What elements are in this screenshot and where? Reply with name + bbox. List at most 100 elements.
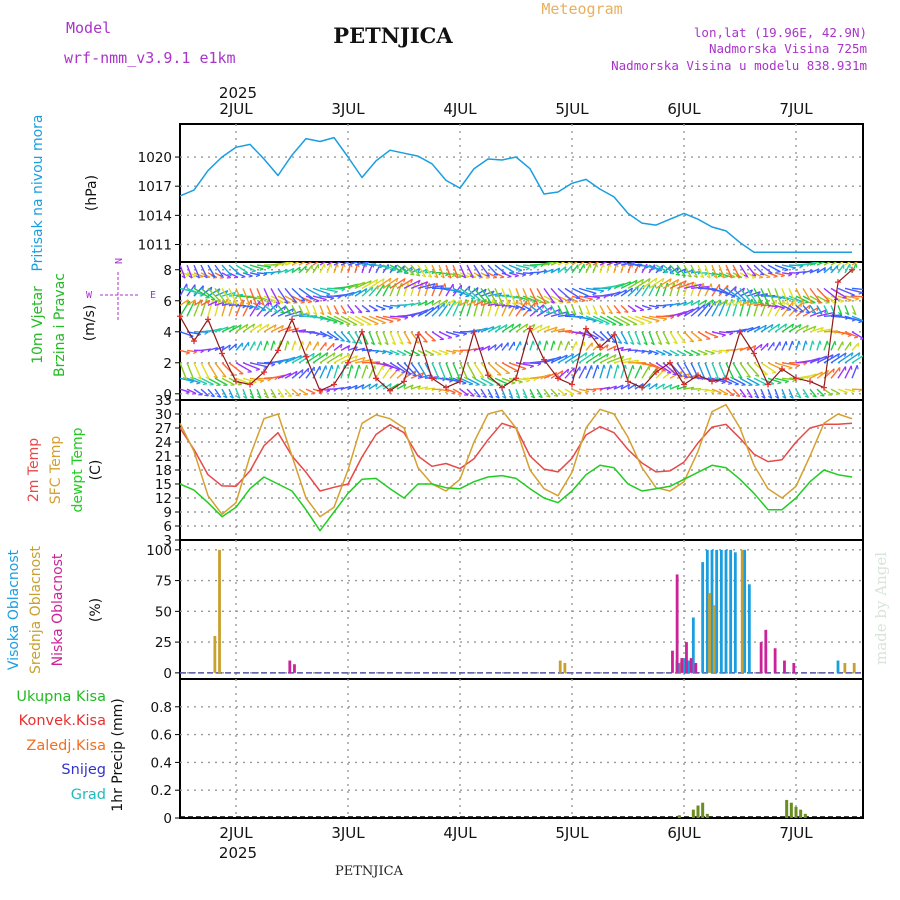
wind-arrow xyxy=(781,295,796,302)
wind-arrow-head xyxy=(233,301,238,305)
wind-arrow xyxy=(767,288,776,306)
wind-arrow-head xyxy=(855,257,856,261)
wind-arrow xyxy=(613,384,624,390)
wind-arrow xyxy=(228,388,234,399)
wind-arrow-head xyxy=(463,333,468,336)
wind-arrow xyxy=(683,264,692,278)
wind-arrow-head xyxy=(710,390,715,394)
wind-arrow xyxy=(781,377,796,381)
wind-arrow xyxy=(396,282,403,297)
wind-arrow xyxy=(669,264,681,276)
wind-arrow-head xyxy=(443,303,446,308)
wind-arrow xyxy=(319,295,334,299)
wind-arrow-head xyxy=(673,341,678,345)
wind-arrow-head xyxy=(350,311,355,314)
wind-arrow xyxy=(816,266,826,274)
wind-arrow xyxy=(424,270,435,274)
wind-arrow-head xyxy=(858,320,863,324)
wind-arrow xyxy=(221,325,235,333)
wind-arrow xyxy=(466,298,474,317)
wind-arrow-head xyxy=(526,379,531,383)
wind-arrow-head xyxy=(566,369,570,374)
cloud-bar xyxy=(675,574,679,673)
wind-arrow xyxy=(550,340,555,351)
wind-arrow xyxy=(473,288,487,297)
wind-arrow xyxy=(214,377,228,386)
wind-arrow xyxy=(718,331,734,334)
wind-arrow xyxy=(333,262,341,266)
wind-arrow xyxy=(585,262,592,266)
wind-arrow-head xyxy=(263,273,268,277)
wind-arrow-head xyxy=(358,341,363,345)
wind-arrow-head xyxy=(444,390,450,394)
wind-arrow xyxy=(354,280,372,289)
wind-arrow-head xyxy=(596,297,601,301)
wind-arrow-head xyxy=(485,274,490,277)
wind-arrow xyxy=(795,340,800,351)
wind-arrow-head xyxy=(754,395,759,399)
wind-arrow xyxy=(746,287,758,304)
wind-arrow-head xyxy=(598,352,602,357)
wind-arrow xyxy=(753,288,764,305)
top-day-label: 2JUL xyxy=(219,100,253,118)
wind-arrow xyxy=(368,315,387,324)
wind-arrow xyxy=(739,298,746,317)
temp-unit: (C) xyxy=(88,460,104,481)
wind-arrow xyxy=(585,342,593,351)
wind-arrow xyxy=(543,304,551,314)
wind-arrow xyxy=(683,306,700,317)
wind-arrow xyxy=(851,354,863,364)
wind-arrow xyxy=(438,362,447,380)
wind-unit: (m/s) xyxy=(82,305,98,342)
wind-arrow xyxy=(214,362,227,378)
wind-arrow-head xyxy=(607,287,612,292)
cloud-bar xyxy=(715,549,719,673)
wind-speed-point xyxy=(359,328,365,335)
wind-arrow xyxy=(459,299,469,307)
wind-arrow xyxy=(837,262,844,266)
wind-speed-point xyxy=(835,279,841,286)
y-tick-label: 2 xyxy=(163,356,172,372)
wind-arrow xyxy=(641,315,660,322)
wind-arrow xyxy=(417,282,436,290)
wind-arrow-head xyxy=(463,376,468,380)
wind-arrow xyxy=(438,349,449,355)
wind-arrow xyxy=(802,287,813,305)
wind-arrow-head xyxy=(438,299,442,305)
wind-speed-point xyxy=(527,325,533,332)
wind-arrow xyxy=(781,288,790,306)
wind-arrow-head xyxy=(589,257,590,261)
wind-arrow-head xyxy=(577,392,582,395)
wind-arrow xyxy=(438,264,445,279)
wind-arrow xyxy=(235,264,249,274)
wind-arrow xyxy=(585,352,602,364)
wind-arrow xyxy=(781,272,792,276)
wind-arrow xyxy=(235,362,252,373)
wind-arrow-head xyxy=(459,299,462,304)
wind-arrow-head xyxy=(469,275,474,279)
wind-arrow xyxy=(180,377,194,383)
wind-arrow-head xyxy=(743,274,748,278)
wind-arrow-head xyxy=(647,321,653,325)
wind-speed-point xyxy=(415,331,421,338)
wind-arrow-head xyxy=(298,266,301,272)
wind-arrow-head xyxy=(432,283,436,288)
wind-arrow-head xyxy=(603,258,605,262)
panel-frame xyxy=(179,678,864,819)
wind-arrow xyxy=(634,365,642,379)
wind-arrow xyxy=(326,263,332,274)
wind-arrow-head xyxy=(332,343,335,348)
wind-arrow-head xyxy=(465,295,470,298)
top-day-label: 3JUL xyxy=(331,100,365,118)
cloud-bar xyxy=(558,660,562,673)
wind-arrow xyxy=(802,325,817,333)
wind-arrow-head xyxy=(273,340,276,345)
wind-arrow xyxy=(193,299,203,307)
wind-arrow xyxy=(676,331,687,344)
wind-arrow xyxy=(186,287,204,296)
wind-arrow-head xyxy=(306,311,311,316)
wind-arrow-head xyxy=(195,275,200,279)
wind-arrow xyxy=(697,362,706,380)
wind-arrow-head xyxy=(445,299,448,304)
